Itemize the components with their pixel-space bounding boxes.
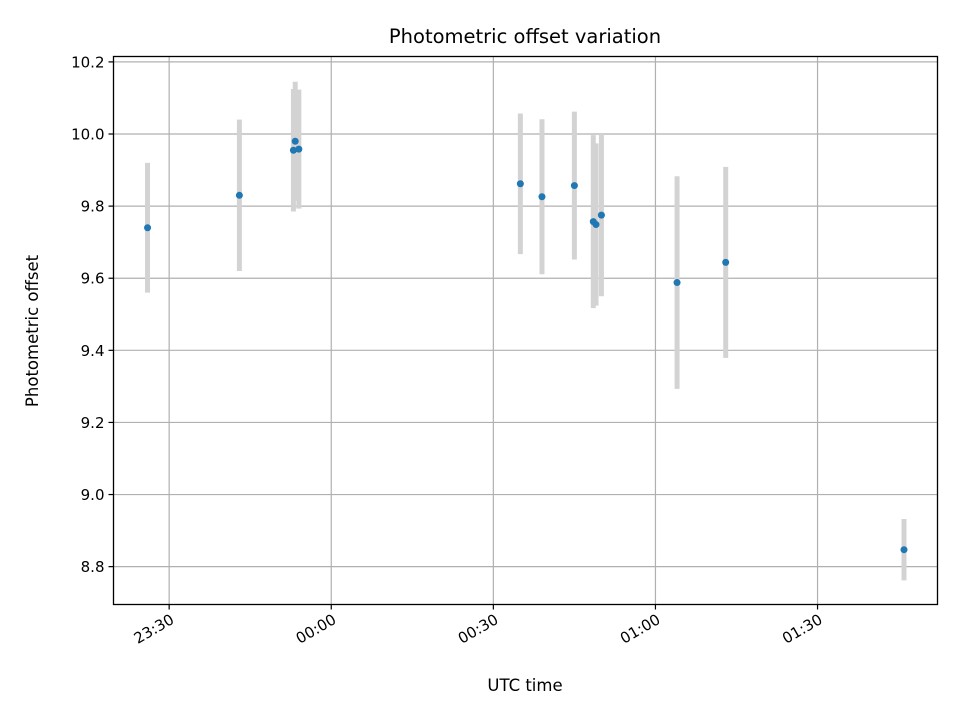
x-tick-label: 23:30 [131, 610, 177, 647]
data-points [144, 137, 908, 554]
data-point [538, 193, 546, 201]
y-axis-label: Photometric offset [23, 254, 42, 407]
x-tick-label: 01:00 [617, 610, 663, 647]
data-point [900, 546, 908, 554]
x-tick-label: 00:00 [293, 610, 339, 647]
data-point [235, 191, 243, 199]
data-point [597, 211, 605, 219]
x-tick-label: 01:30 [779, 610, 825, 647]
x-ticks: 23:30 00:00 00:30 01:00 01:30 [131, 604, 826, 648]
data-point [291, 137, 299, 145]
data-point [144, 224, 152, 232]
x-tick-label: 00:30 [455, 610, 501, 647]
y-tick-label: 10.0 [71, 126, 104, 144]
errorbars [145, 81, 907, 581]
y-tick-label: 9.4 [81, 342, 105, 360]
plot-frame [112, 55, 939, 606]
y-ticks: 8.8 9.0 9.2 9.4 9.6 9.8 10.0 10.2 [71, 53, 114, 576]
y-tick-label: 9.6 [81, 270, 105, 288]
grid [113, 56, 938, 605]
y-tick-label: 10.2 [71, 53, 104, 71]
y-tick-label: 9.2 [81, 414, 105, 432]
x-axis-label: UTC time [487, 676, 562, 695]
data-point [295, 145, 303, 153]
chart-title: Photometric offset variation [389, 25, 661, 48]
y-tick-label: 8.8 [81, 558, 105, 576]
data-point [570, 182, 578, 190]
data-point [592, 221, 600, 229]
data-point [673, 279, 681, 287]
y-tick-label: 9.0 [81, 486, 105, 504]
data-point [289, 146, 297, 154]
y-tick-label: 9.8 [81, 198, 105, 216]
data-point [722, 258, 730, 266]
data-point [516, 180, 524, 188]
